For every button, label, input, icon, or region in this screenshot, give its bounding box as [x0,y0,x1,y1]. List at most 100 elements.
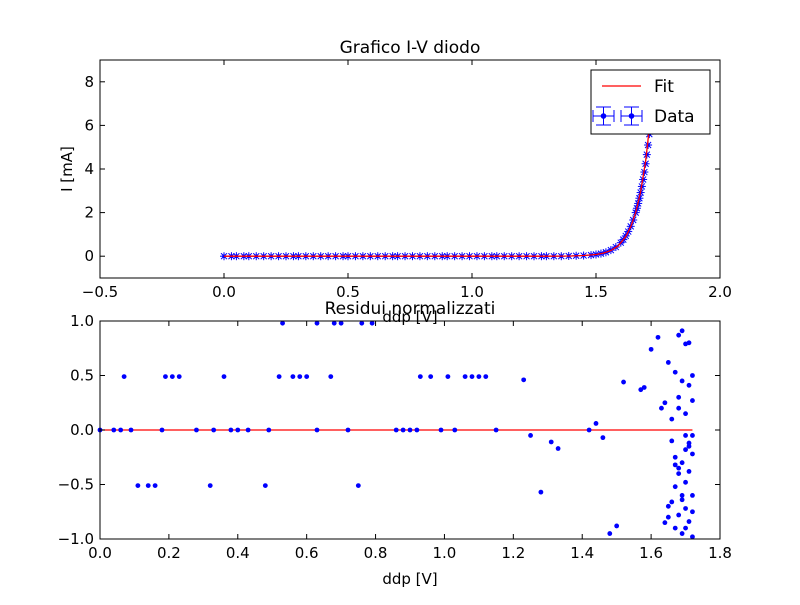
residual-point [262,483,268,488]
residual-point [328,374,334,379]
residual-point [676,465,682,471]
fit-line [224,116,652,257]
residual-point [683,506,688,511]
iv-chart-ticks: −0.5 0.0 0.5 1.0 1.5 2.0 0 2 4 6 8 [82,60,732,301]
iv-chart-xtick-label: 2.0 [708,283,732,301]
residual-point [676,394,682,400]
iv-chart-xtick-label: −0.5 [82,283,118,301]
residual-point [679,497,685,503]
residual-point [679,378,685,384]
residual-point [607,531,613,536]
residuals-chart-ticks: 0.0 0.2 0.4 0.6 0.8 1.0 1.2 1.4 1.6 1.81.00.50.0−… [58,312,732,562]
residual-point [111,427,117,433]
residual-point [528,433,533,438]
residual-point [211,427,217,433]
residuals-chart-xtick-label: 0.4 [226,544,250,562]
residuals-chart-xtick-label: 0.8 [364,544,388,562]
iv-chart-ytick-label: 6 [84,116,94,134]
residual-point [672,525,678,531]
iv-chart-ylabel: I [mA] [58,146,76,192]
residual-point [159,427,165,433]
residuals-chart-frame [99,320,721,540]
residual-point [683,411,688,417]
residual-point [614,523,620,529]
residuals-chart-ytick-label: 0.5 [70,367,94,385]
residual-point [152,483,158,488]
residual-point [690,509,695,515]
residual-point [690,373,695,378]
residual-point [304,374,310,379]
residual-point [228,427,234,433]
residual-point [355,483,361,488]
residual-point [679,531,685,536]
residual-point [476,374,482,379]
residual-point [679,493,685,498]
residual-point [331,320,337,326]
residual-point [659,405,664,411]
residual-point [194,427,199,433]
residual-point [445,374,451,379]
residuals-chart-title: Residui normalizzati [325,299,496,319]
iv-chart-ytick-label: 4 [84,160,94,178]
residual-point [683,479,688,485]
legend-box [590,69,711,135]
residuals-chart-xtick-label: 0.0 [88,544,112,562]
residual-point [493,427,499,433]
residual-point [586,427,592,433]
residuals-chart-xtick-label: 1.8 [708,544,732,562]
residual-point [280,320,285,326]
residual-point [672,484,678,490]
residual-point [338,320,344,326]
residual-point [676,512,682,518]
residual-point [359,320,365,326]
residual-point [297,374,303,379]
residual-point [683,447,688,453]
iv-chart-frame [99,59,721,279]
residual-point [393,427,399,433]
residual-point [345,427,351,433]
residuals-chart-ytick-label: −0.5 [58,476,94,494]
iv-chart-plot-area [220,116,655,261]
residual-point [176,374,182,379]
residual-point [407,427,413,433]
residual-point [483,374,489,379]
residual-point [672,454,678,460]
residual-point [414,427,420,433]
residuals-chart-xtick-label: 1.0 [433,544,457,562]
residual-point [686,469,692,474]
residual-point [676,405,682,411]
iv-chart-ytick-label: 8 [84,73,94,91]
legend-fit-label: Fit [654,77,674,97]
legend-data-label: Data [654,107,695,127]
residual-point [314,427,320,433]
residual-point [128,427,134,433]
residual-point [555,446,561,451]
residual-point [290,374,296,379]
residual-point [690,451,695,457]
residual-point [665,503,671,509]
residual-point [169,374,175,379]
residual-point [648,346,654,352]
residual-point [235,427,241,433]
legend-data-marker [592,106,643,126]
residuals-chart-xtick-label: 1.4 [570,544,594,562]
residual-point [548,439,554,445]
iv-chart-xtick-label: 0.0 [212,283,236,301]
residual-point [600,435,606,441]
residual-point [521,377,527,383]
iv-chart-xtick-label: 0.5 [336,283,360,301]
residual-point [669,416,675,422]
residuals-chart-plot-area [97,320,695,540]
residual-point [665,360,671,365]
iv-chart-ytick-label: 2 [84,204,94,222]
residual-point [462,374,468,379]
residual-point [400,427,406,433]
residual-point [452,427,458,433]
residual-point [266,427,272,433]
residual-point [314,320,320,326]
residual-point [672,369,678,375]
residual-point [245,427,251,433]
residual-point [621,379,626,385]
